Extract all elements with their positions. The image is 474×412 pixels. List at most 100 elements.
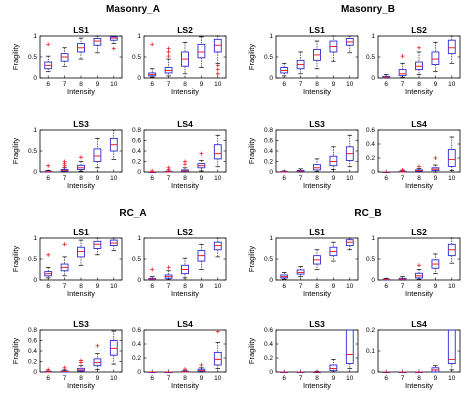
group-title: RC_A xyxy=(119,208,146,219)
y-tick-label: 0 xyxy=(33,277,37,284)
outlier-marker xyxy=(46,42,51,47)
outlier-marker xyxy=(400,167,405,172)
outlier-marker xyxy=(150,42,155,47)
x-tick-label: 6 xyxy=(384,375,388,382)
x-tick-label: 6 xyxy=(282,175,286,182)
box-iqr xyxy=(213,351,222,366)
x-tick-label: 7 xyxy=(299,283,303,290)
x-axis-label: Intensity xyxy=(303,381,331,390)
box-7 xyxy=(164,265,173,280)
box-8 xyxy=(181,41,189,75)
y-tick-label: 0.4 xyxy=(28,348,37,355)
panel-title: LS4 xyxy=(177,319,193,329)
x-tick-label: 10 xyxy=(110,283,118,290)
x-tick-label: 7 xyxy=(167,283,171,290)
y-tick-label: 0.2 xyxy=(366,155,375,162)
outlier-marker xyxy=(166,54,171,59)
x-tick-label: 8 xyxy=(315,175,319,182)
box-8 xyxy=(77,239,85,266)
x-tick-label: 8 xyxy=(183,175,187,182)
y-tick-label: 0.8 xyxy=(28,327,37,334)
box-7 xyxy=(398,371,407,374)
y-tick-label: 0.6 xyxy=(28,338,37,345)
panel-group-masonry-b: LS3 0 0.2 0.4 0.6 0.8 6 7 8 9 10 Intensity Fragility… xyxy=(247,119,461,190)
box-10 xyxy=(213,329,222,369)
x-tick-label: 10 xyxy=(214,175,222,182)
x-axis-label: Intensity xyxy=(171,381,199,390)
box-7 xyxy=(398,167,407,173)
y-tick-label: 0 xyxy=(33,169,37,176)
outlier-marker xyxy=(46,367,51,372)
x-tick-label: 10 xyxy=(448,375,456,382)
y-axis-label: Fragility xyxy=(11,246,20,273)
group-title: RC_B xyxy=(354,208,381,219)
outlier-marker xyxy=(46,163,51,168)
panel-title: LS4 xyxy=(177,119,193,129)
panel-ls1: LS1 0 0.5 1 6 7 8 9 10 Intensity Fragility xyxy=(11,25,123,96)
box-10 xyxy=(447,237,456,264)
panel-title: LS2 xyxy=(411,227,427,237)
box-6 xyxy=(280,170,289,173)
x-axis-label: Intensity xyxy=(405,87,433,96)
box-9 xyxy=(431,253,440,275)
x-tick-label: 9 xyxy=(200,375,204,382)
box-8 xyxy=(415,371,423,374)
axes-frame xyxy=(39,237,123,281)
x-tick-label: 10 xyxy=(448,81,456,88)
x-tick-label: 9 xyxy=(332,375,336,382)
y-tick-label: 0 xyxy=(33,369,37,376)
x-tick-label: 9 xyxy=(332,81,336,88)
x-tick-label: 6 xyxy=(150,375,154,382)
x-tick-label: 6 xyxy=(384,81,388,88)
y-tick-label: 0 xyxy=(137,369,141,376)
y-tick-label: 0.4 xyxy=(264,148,273,155)
box-9 xyxy=(329,359,338,373)
x-tick-label: 8 xyxy=(183,375,187,382)
y-axis-label: Fragility xyxy=(11,138,20,165)
y-tick-label: 0.5 xyxy=(132,256,141,263)
outlier-marker xyxy=(150,168,155,173)
box-6 xyxy=(148,267,157,281)
panel-title: LS3 xyxy=(73,119,89,129)
box-7 xyxy=(296,51,305,75)
y-tick-label: 0 xyxy=(269,369,273,376)
box-10 xyxy=(109,237,118,251)
box-6 xyxy=(44,163,53,173)
x-tick-label: 10 xyxy=(110,175,118,182)
box-iqr xyxy=(447,149,456,167)
x-tick-label: 6 xyxy=(150,283,154,290)
y-tick-label: 1 xyxy=(33,127,37,134)
y-tick-label: 1 xyxy=(269,235,273,242)
x-tick-label: 8 xyxy=(417,175,421,182)
x-tick-label: 9 xyxy=(434,283,438,290)
y-axis-label: Fragility xyxy=(247,338,256,365)
outlier-marker xyxy=(166,265,171,270)
box-6 xyxy=(148,42,157,78)
box-10 xyxy=(345,134,354,168)
outlier-marker xyxy=(417,263,421,268)
box-9 xyxy=(197,36,206,68)
panel-title: LS2 xyxy=(177,25,193,35)
outlier-marker xyxy=(199,363,204,367)
axes-frame xyxy=(275,237,359,281)
box-6 xyxy=(44,252,53,279)
box-iqr xyxy=(77,246,85,258)
panel-title: LS4 xyxy=(411,319,427,329)
box-iqr xyxy=(313,164,321,171)
box-8 xyxy=(181,257,189,279)
panel-ls4: LS4 0 0.2 0.4 0.6 0.8 6 7 8 9 10 Intensity xyxy=(132,119,227,190)
box-9 xyxy=(431,156,440,173)
box-8 xyxy=(313,40,321,70)
x-tick-label: 6 xyxy=(282,81,286,88)
x-tick-label: 10 xyxy=(214,283,222,290)
y-tick-label: 1 xyxy=(33,33,37,40)
box-iqr xyxy=(345,329,354,365)
box-7 xyxy=(296,371,305,374)
panel-ls4: LS4 0 0.2 0.4 0.6 6 7 8 9 10 Intensity xyxy=(366,119,461,190)
box-6 xyxy=(382,371,391,374)
x-tick-label: 9 xyxy=(96,81,100,88)
outlier-marker xyxy=(433,156,438,160)
y-tick-label: 1 xyxy=(371,33,375,40)
y-tick-label: 0 xyxy=(137,169,141,176)
group-title: Masonry_B xyxy=(341,4,395,15)
